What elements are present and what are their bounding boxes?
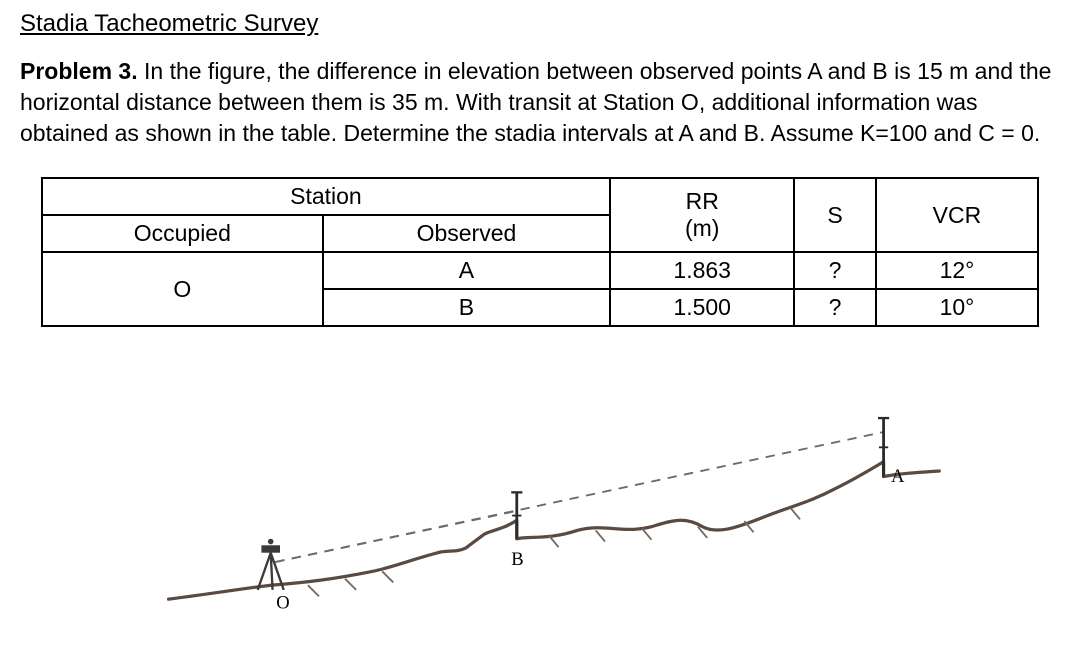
diagram-svg: O B A (90, 367, 990, 627)
terrain-line (169, 462, 940, 599)
terrain-hatch (549, 536, 558, 547)
label-O: O (276, 593, 289, 614)
table-header-row-1: Station RR (m) S VCR (42, 178, 1038, 215)
cell-observed: A (323, 252, 610, 289)
label-B: B (511, 549, 523, 570)
col-rr: RR (m) (610, 178, 794, 252)
col-observed: Observed (323, 215, 610, 252)
cell-s: ? (794, 289, 875, 326)
cell-rr: 1.500 (610, 289, 794, 326)
terrain-hatch (382, 571, 393, 582)
cell-rr: 1.863 (610, 252, 794, 289)
cell-vcr: 12° (876, 252, 1038, 289)
cell-vcr: 10° (876, 289, 1038, 326)
label-A: A (891, 466, 905, 487)
cell-observed: B (323, 289, 610, 326)
cell-occupied: O (42, 252, 323, 326)
problem-body: In the figure, the difference in elevati… (20, 58, 1051, 146)
transit-head (268, 539, 274, 545)
terrain-hatch (642, 529, 651, 540)
terrain-hatch (596, 531, 605, 542)
page-title: Stadia Tacheometric Survey (20, 10, 1060, 38)
terrain-hatch (791, 508, 800, 519)
terrain-hatch (345, 579, 356, 590)
col-occupied: Occupied (42, 215, 323, 252)
problem-statement: Problem 3. In the figure, the difference… (20, 56, 1060, 149)
col-rr-unit: (m) (685, 215, 719, 241)
col-station: Station (42, 178, 610, 215)
col-rr-label: RR (686, 188, 719, 214)
survey-diagram: O B A (20, 367, 1060, 627)
table-row: O A 1.863 ? 12° (42, 252, 1038, 289)
terrain-hatch (308, 585, 319, 596)
cell-s: ? (794, 252, 875, 289)
problem-label: Problem 3. (20, 58, 138, 84)
transit-scope (261, 545, 280, 552)
col-s: S (794, 178, 875, 252)
data-table: Station RR (m) S VCR Occupied Observed O… (41, 177, 1039, 327)
col-vcr: VCR (876, 178, 1038, 252)
sight-line (275, 432, 883, 562)
